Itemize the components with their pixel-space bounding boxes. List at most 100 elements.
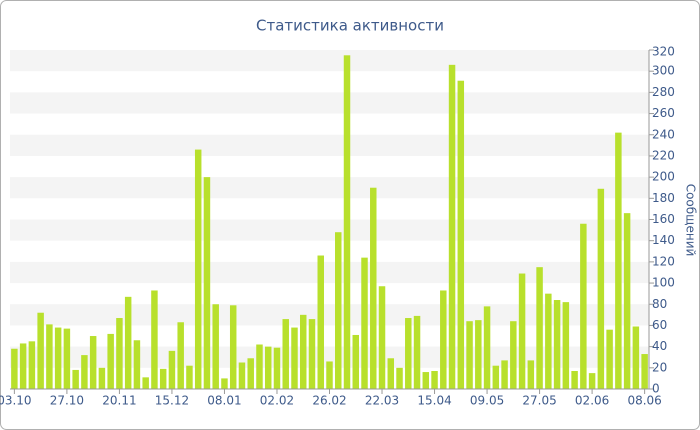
y-tick-label: 80	[652, 297, 667, 311]
x-tick-label: 02.02	[260, 394, 294, 408]
bar	[37, 312, 44, 389]
bar	[378, 286, 386, 389]
bar	[72, 369, 79, 389]
y-tick-label: 300	[652, 64, 675, 78]
bar	[308, 319, 316, 389]
bar	[282, 319, 289, 389]
bar	[370, 187, 377, 389]
bar	[431, 370, 438, 389]
bar	[623, 213, 631, 389]
grid-band	[10, 50, 649, 72]
bar	[186, 365, 193, 389]
bar	[440, 290, 447, 389]
y-tick-label: 320	[652, 45, 675, 59]
y-tick-label: 120	[652, 254, 675, 268]
bar	[492, 365, 500, 389]
bar	[317, 255, 324, 389]
y-tick-label: 0	[652, 382, 660, 396]
x-tick-label: 20.11	[102, 394, 136, 408]
x-tick-label: 27.05	[522, 394, 556, 408]
bar	[518, 273, 526, 389]
bar	[396, 367, 403, 389]
bar	[194, 149, 202, 389]
bar	[615, 132, 622, 389]
y-tick-label: 20	[652, 360, 667, 374]
bar	[510, 321, 517, 389]
bar	[203, 177, 211, 389]
bar	[221, 378, 228, 389]
bar	[597, 188, 605, 389]
bar	[54, 327, 62, 389]
bar	[422, 372, 430, 389]
bar	[606, 329, 613, 389]
bar	[405, 318, 412, 389]
x-tick-label: 22.03	[365, 394, 399, 408]
bar	[291, 327, 298, 389]
bar	[413, 315, 421, 389]
y-tick-label: 40	[652, 339, 667, 353]
grid-band	[10, 219, 649, 241]
y-tick-label: 180	[652, 191, 675, 205]
y-tick-label: 200	[652, 170, 675, 184]
bar	[571, 370, 578, 389]
x-tick-label: 08.01	[207, 394, 241, 408]
bar	[343, 55, 351, 389]
y-axis-label: Сообщений	[684, 184, 698, 257]
bar	[116, 318, 123, 389]
bar	[300, 314, 307, 389]
bar	[580, 223, 587, 389]
bar	[11, 348, 18, 389]
bar	[501, 360, 508, 389]
x-tick-label: 15.04	[417, 394, 451, 408]
bar	[387, 358, 395, 389]
bar	[545, 293, 552, 389]
x-tick-label: 02.06	[575, 394, 609, 408]
bar	[483, 306, 491, 389]
bar	[527, 360, 535, 389]
bar	[536, 267, 543, 389]
bar	[46, 324, 53, 389]
x-tick-label: 27.10	[50, 394, 84, 408]
bar	[641, 354, 648, 389]
y-tick-label: 280	[652, 85, 675, 99]
y-tick-label: 60	[652, 318, 667, 332]
bar	[457, 80, 465, 390]
x-tick-label: 09.05	[470, 394, 504, 408]
grid-band	[10, 177, 649, 199]
grid-band	[10, 134, 649, 156]
bar	[448, 64, 456, 390]
bar	[168, 350, 176, 389]
bar	[588, 373, 596, 389]
x-tick-label: 03.10	[0, 394, 32, 408]
bar	[264, 346, 272, 389]
bar	[124, 296, 132, 389]
x-tick-label: 15.12	[155, 394, 189, 408]
bar	[475, 320, 482, 389]
bar	[107, 333, 114, 389]
y-tick-label: 160	[652, 212, 675, 226]
bar	[229, 305, 237, 389]
bar	[133, 340, 141, 389]
y-tick-label: 100	[652, 276, 675, 290]
bar	[256, 344, 263, 389]
bar	[142, 377, 149, 389]
bar	[238, 362, 246, 389]
x-tick-label: 08.06	[627, 394, 661, 408]
bar	[81, 355, 88, 389]
bar	[335, 232, 342, 389]
bar	[98, 367, 106, 389]
bar	[326, 361, 333, 389]
bar	[352, 334, 359, 389]
bar	[553, 300, 561, 389]
bar	[89, 336, 97, 389]
grid-band	[10, 304, 649, 326]
bar	[273, 347, 281, 389]
bar	[361, 257, 368, 389]
bar	[632, 326, 640, 389]
y-tick-label: 240	[652, 127, 675, 141]
bar	[466, 321, 473, 389]
bar	[177, 322, 184, 389]
bar	[19, 343, 27, 389]
bar	[562, 302, 570, 389]
y-tick-label: 260	[652, 106, 675, 120]
